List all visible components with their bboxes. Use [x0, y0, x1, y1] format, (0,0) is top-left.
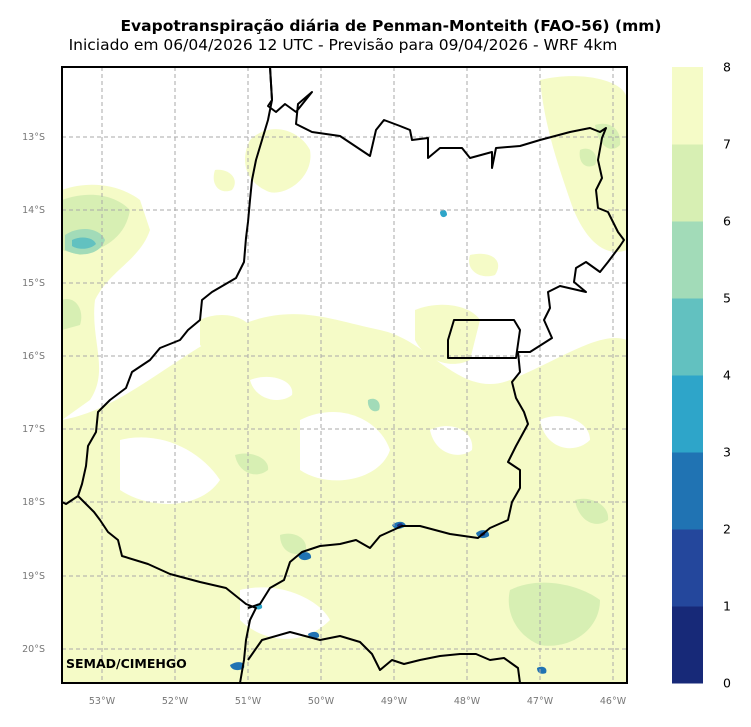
colorbar-segment: [672, 144, 703, 222]
colorbar-label: 7: [723, 137, 731, 152]
colorbar-segment: [672, 221, 703, 299]
lon-label: 48°W: [454, 696, 481, 707]
lat-label: 20°S: [22, 644, 45, 655]
colorbar-label: 5: [723, 291, 731, 306]
colorbar-segment: [672, 452, 703, 530]
colorbar-segment: [672, 298, 703, 376]
colorbar-segment: [672, 67, 703, 145]
lon-label: 46°W: [600, 696, 627, 707]
colorbar-segment: [672, 606, 703, 684]
state-border-mg: [247, 631, 521, 683]
colorbar-segment: [672, 375, 703, 453]
colorbar-segment: [672, 529, 703, 607]
lat-label: 15°S: [22, 278, 45, 289]
lon-label: 52°W: [162, 696, 189, 707]
colorbar-label: 2: [723, 522, 731, 537]
lon-label: 47°W: [527, 696, 554, 707]
state-border-goias: [247, 67, 625, 609]
lat-label: 18°S: [22, 497, 45, 508]
state-border-ms: [77, 495, 257, 683]
colorbar-label: 0: [723, 676, 731, 691]
map-frame: [61, 66, 628, 684]
colorbar-label: 1: [723, 599, 731, 614]
lat-label: 13°S: [22, 132, 45, 143]
evapotranspiration-field: [62, 67, 627, 683]
lon-label: 53°W: [89, 696, 116, 707]
lon-label: 51°W: [235, 696, 262, 707]
map-title: Evapotranspiração diária de Penman-Monte…: [120, 17, 662, 35]
lon-label: 50°W: [308, 696, 335, 707]
colorbar-label: 8: [723, 60, 731, 75]
colorbar-label: 3: [723, 445, 731, 460]
colorbar-label: 6: [723, 214, 731, 229]
lat-label: 19°S: [22, 571, 45, 582]
colorbar: 0 1 2 3 4 5 6 7 8: [672, 60, 731, 691]
colorbar-label: 4: [723, 368, 731, 383]
lon-label: 49°W: [381, 696, 408, 707]
lat-label: 14°S: [22, 205, 45, 216]
lat-label: 17°S: [22, 424, 45, 435]
credit-label: SEMAD/CIMEHGO: [66, 656, 187, 671]
district-federal-border: [447, 319, 521, 359]
lat-label: 16°S: [22, 351, 45, 362]
map-subtitle: Iniciado em 06/04/2026 12 UTC - Previsão…: [68, 36, 618, 54]
state-border-mt: [62, 67, 273, 505]
